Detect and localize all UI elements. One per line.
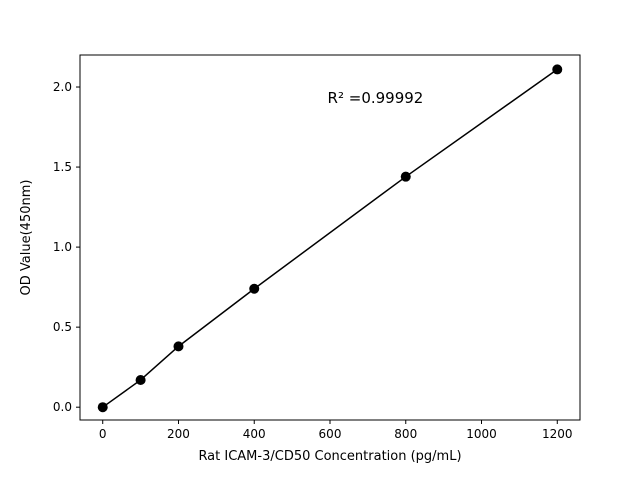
data-point <box>400 171 411 182</box>
x-tick-label: 600 <box>319 427 342 441</box>
x-tick-label: 1200 <box>542 427 573 441</box>
y-tick-label: 1.5 <box>53 160 72 174</box>
trend-line <box>101 68 559 408</box>
y-tick-label: 2.0 <box>53 80 72 94</box>
data-point <box>97 402 108 413</box>
data-point <box>249 283 260 294</box>
data-point <box>135 374 146 385</box>
data-point <box>173 341 184 352</box>
y-tick-label: 0.5 <box>53 320 72 334</box>
y-axis-label: OD Value(450nm) <box>19 180 34 296</box>
y-tick-label: 0.0 <box>53 400 72 414</box>
y-tick-label: 1.0 <box>53 240 72 254</box>
x-tick-label: 200 <box>167 427 190 441</box>
x-tick-label: 800 <box>394 427 417 441</box>
x-tick-label: 0 <box>99 427 107 441</box>
data-point <box>552 64 563 75</box>
x-tick-label: 400 <box>243 427 266 441</box>
r-squared-annotation: R² =0.99992 <box>328 89 424 107</box>
x-tick-label: 1000 <box>466 427 497 441</box>
x-axis-label: Rat ICAM-3/CD50 Concentration (pg/mL) <box>198 449 461 464</box>
